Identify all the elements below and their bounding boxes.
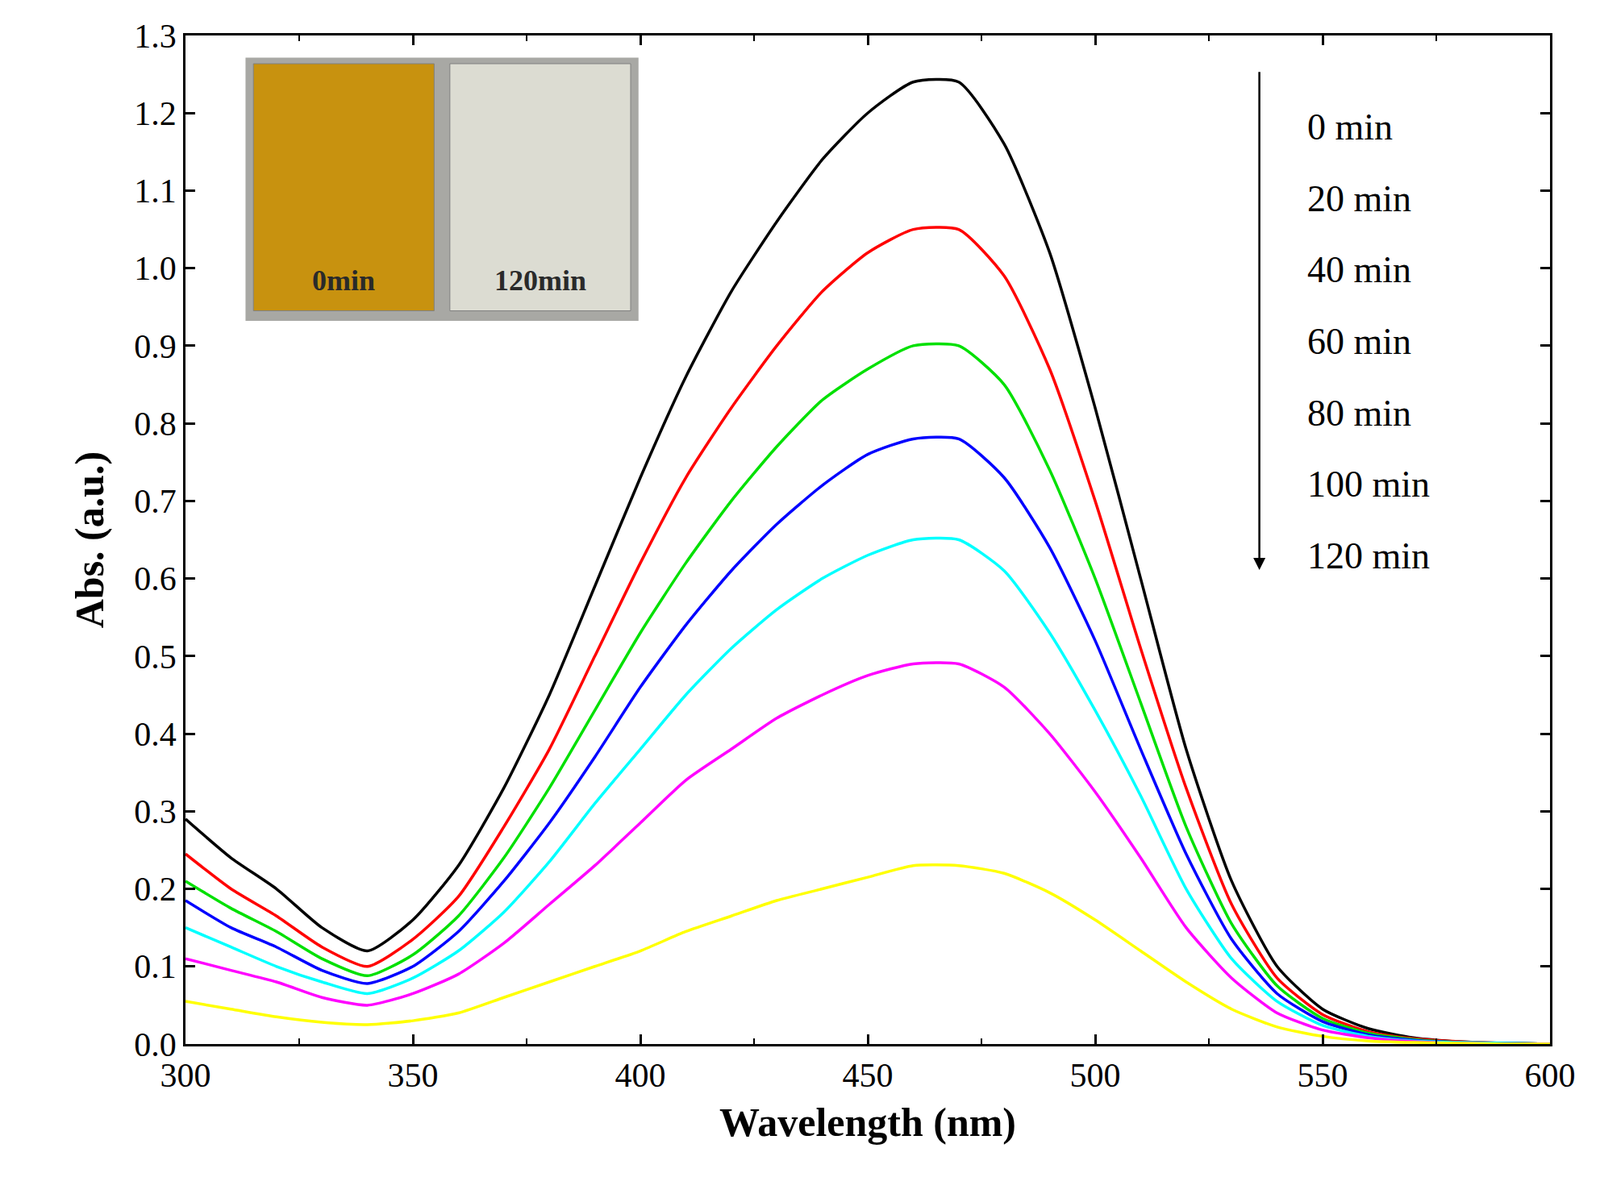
- svg-text:Wavelength (nm): Wavelength (nm): [719, 1100, 1017, 1146]
- svg-text:0.7: 0.7: [133, 483, 177, 521]
- svg-text:80 min: 80 min: [1307, 392, 1412, 434]
- svg-text:120min: 120min: [494, 264, 587, 297]
- svg-text:0.3: 0.3: [133, 793, 177, 831]
- svg-text:450: 450: [842, 1057, 894, 1095]
- svg-text:0.1: 0.1: [133, 948, 177, 986]
- svg-text:20 min: 20 min: [1307, 178, 1412, 220]
- svg-text:1.1: 1.1: [133, 172, 177, 210]
- svg-text:550: 550: [1297, 1057, 1349, 1095]
- svg-text:40 min: 40 min: [1307, 249, 1412, 291]
- svg-text:300: 300: [160, 1057, 212, 1095]
- svg-text:0.5: 0.5: [133, 638, 177, 676]
- svg-text:500: 500: [1070, 1057, 1121, 1095]
- svg-text:0min: 0min: [312, 264, 375, 297]
- svg-text:600: 600: [1525, 1057, 1576, 1095]
- svg-text:60 min: 60 min: [1307, 320, 1412, 363]
- svg-text:120 min: 120 min: [1307, 535, 1430, 577]
- svg-text:0.8: 0.8: [133, 405, 177, 443]
- svg-text:1.3: 1.3: [133, 17, 177, 55]
- svg-text:0.0: 0.0: [133, 1026, 177, 1064]
- svg-text:350: 350: [387, 1057, 439, 1095]
- svg-text:0 min: 0 min: [1307, 106, 1393, 148]
- svg-text:400: 400: [615, 1057, 667, 1095]
- svg-text:0.4: 0.4: [133, 716, 177, 754]
- svg-text:100 min: 100 min: [1307, 463, 1430, 505]
- svg-text:0.9: 0.9: [133, 328, 177, 366]
- svg-text:1.0: 1.0: [133, 250, 177, 288]
- svg-text:Abs. (a.u.): Abs. (a.u.): [66, 451, 113, 629]
- svg-text:1.2: 1.2: [133, 95, 177, 133]
- svg-text:0.6: 0.6: [133, 560, 177, 598]
- svg-text:0.2: 0.2: [133, 870, 177, 909]
